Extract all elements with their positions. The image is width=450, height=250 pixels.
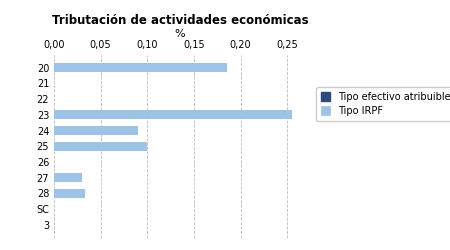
Title: Tributación de actividades económicas: Tributación de actividades económicas (52, 14, 308, 28)
Bar (54, 63, 227, 72)
Bar (54, 142, 147, 150)
Bar (54, 126, 138, 135)
X-axis label: %: % (175, 29, 185, 39)
Bar (54, 174, 82, 182)
Bar (54, 189, 85, 198)
Bar (54, 110, 292, 119)
Legend: Tipo efectivo atribuible, Tipo IRPF: Tipo efectivo atribuible, Tipo IRPF (316, 87, 450, 121)
